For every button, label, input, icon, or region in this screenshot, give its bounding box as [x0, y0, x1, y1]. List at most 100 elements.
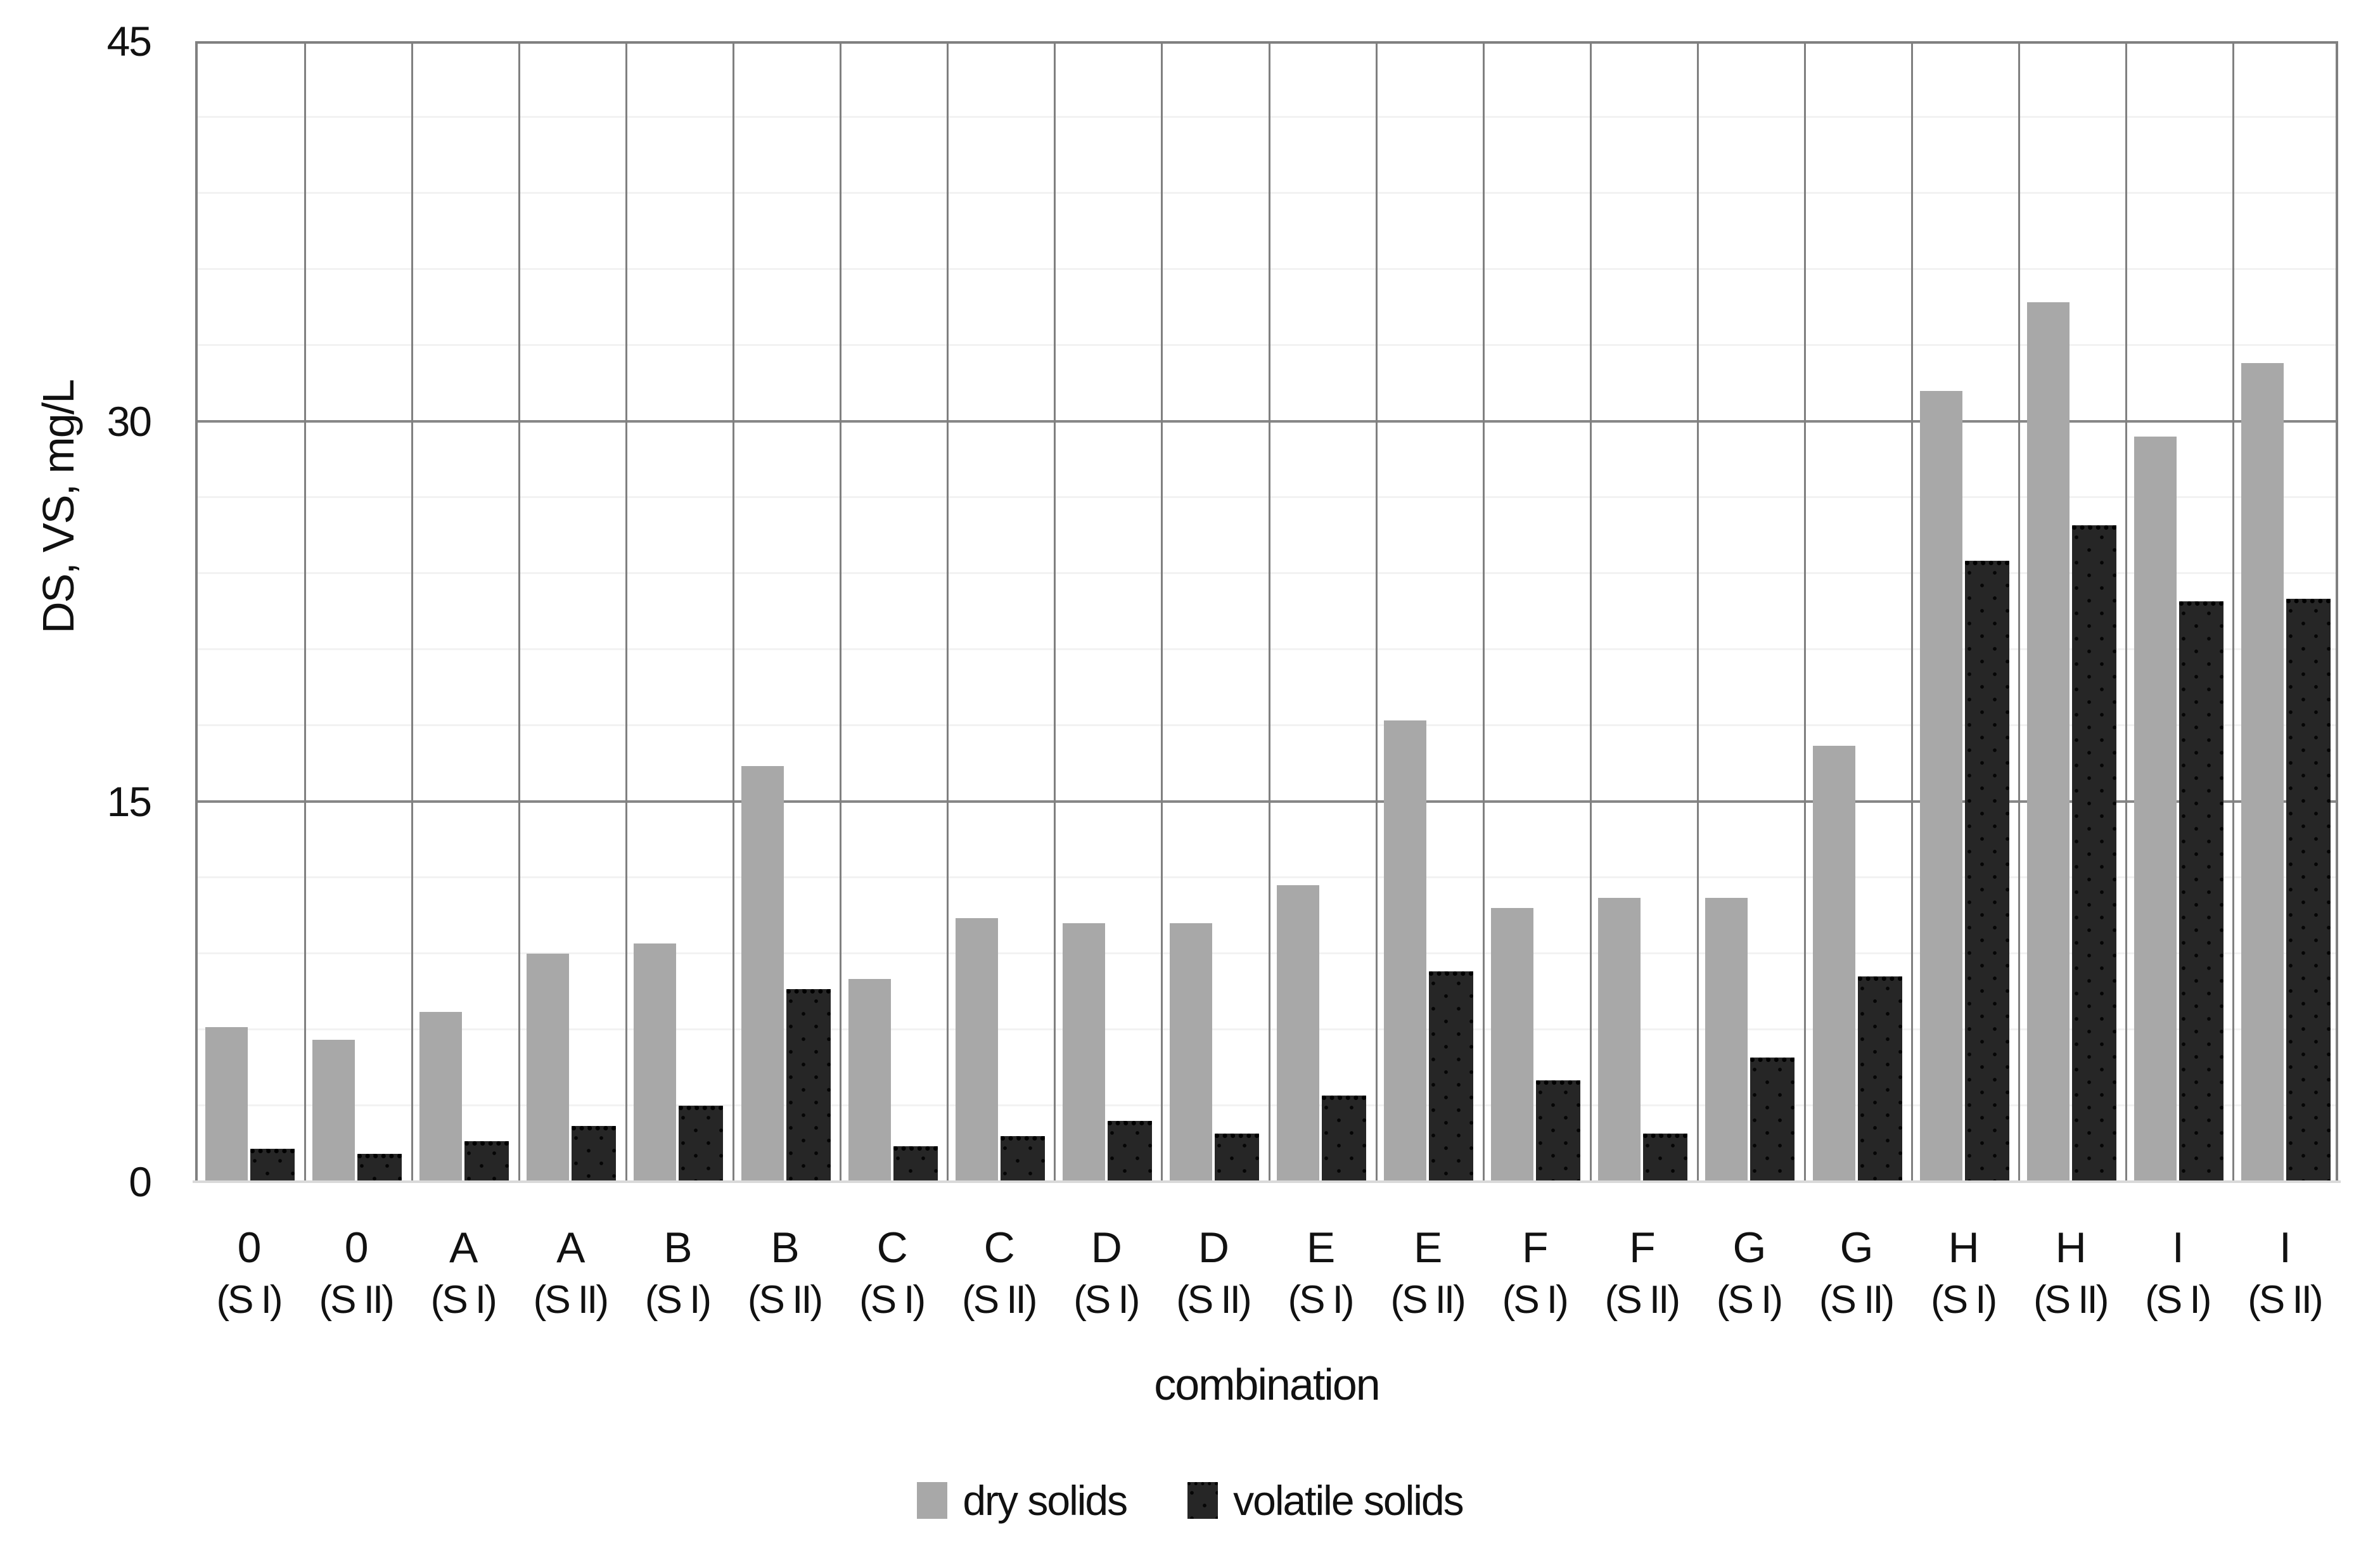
bar-dry-solids-DSII	[1169, 923, 1212, 1182]
category-separator	[1696, 44, 1699, 1182]
x-category-sample: (S I)	[1073, 1278, 1140, 1322]
bar-dry-solids-GSI	[1705, 898, 1748, 1182]
x-category-sample: (S I)	[859, 1278, 926, 1322]
minor-gridline-y42	[198, 116, 2336, 118]
x-category-sample: (S I)	[1716, 1278, 1783, 1322]
x-category-sample: (S II)	[747, 1278, 823, 1322]
y-axis-tick-labels: 0 15 30 45	[0, 20, 156, 1203]
legend-item-volatile-solids: volatile solids	[1187, 1476, 1464, 1525]
category-separator	[1268, 44, 1270, 1182]
minor-gridline-y3	[198, 1104, 2336, 1106]
category-separator	[1054, 44, 1056, 1182]
category-separator	[1804, 44, 1806, 1182]
x-category-sample: (S II)	[533, 1278, 609, 1322]
plot-area	[195, 41, 2338, 1182]
x-category-letter: B	[771, 1224, 799, 1272]
bar-volatile-solids-FSI	[1536, 1080, 1581, 1182]
category-separator	[2232, 44, 2235, 1182]
minor-gridline-y21	[198, 648, 2336, 650]
bar-dry-solids-FSII	[1598, 898, 1641, 1182]
major-gridline-y30	[198, 420, 2336, 423]
x-category-letter: D	[1091, 1224, 1122, 1272]
x-category-letter: C	[876, 1224, 908, 1272]
x-category-label-ESII: E (S II)	[1374, 1225, 1481, 1321]
category-separator	[625, 44, 627, 1182]
x-category-label-FSII: F (S II)	[1588, 1225, 1695, 1321]
bar-volatile-solids-CSII	[1000, 1136, 1045, 1182]
bar-volatile-solids-HSI	[1964, 561, 2009, 1182]
bar-volatile-solids-0SII	[357, 1154, 402, 1182]
category-separator	[947, 44, 949, 1182]
bar-volatile-solids-0SI	[250, 1149, 295, 1182]
y-tick-label-0: 0	[129, 1158, 152, 1205]
bar-dry-solids-0SII	[312, 1040, 355, 1182]
category-separator	[1911, 44, 1914, 1182]
bar-volatile-solids-ASI	[464, 1141, 509, 1182]
x-category-sample: (S II)	[1390, 1278, 1466, 1322]
bar-volatile-solids-FSII	[1643, 1134, 1688, 1182]
legend-label-volatile-solids: volatile solids	[1233, 1477, 1464, 1524]
major-gridline-y15	[198, 800, 2336, 803]
minor-gridline-y27	[198, 496, 2336, 498]
legend-swatch-volatile-solids	[1187, 1482, 1219, 1519]
bar-volatile-solids-CSI	[893, 1146, 938, 1182]
x-category-letter: E	[1306, 1224, 1335, 1272]
x-category-sample: (S II)	[962, 1278, 1037, 1322]
x-category-sample: (S I)	[2145, 1278, 2211, 1322]
x-category-letter: I	[2279, 1224, 2291, 1272]
x-category-letter: A	[449, 1224, 478, 1272]
x-category-letter: H	[1948, 1224, 1980, 1272]
x-category-sample: (S I)	[430, 1278, 497, 1322]
bar-volatile-solids-BSII	[786, 989, 831, 1182]
bar-volatile-solids-GSII	[1857, 976, 1902, 1182]
x-category-letter: G	[1839, 1224, 1874, 1272]
x-category-sample: (S II)	[1819, 1278, 1895, 1322]
x-category-label-ESI: E (S I)	[1267, 1225, 1374, 1321]
x-category-label-BSII: B (S II)	[731, 1225, 838, 1321]
bar-dry-solids-CSII	[955, 918, 998, 1182]
x-category-label-GSI: G (S I)	[1695, 1225, 1802, 1321]
x-category-label-CSI: C (S I)	[838, 1225, 945, 1321]
x-category-letter: G	[1732, 1224, 1766, 1272]
x-category-letter: F	[1629, 1224, 1656, 1272]
x-category-letter: A	[556, 1224, 585, 1272]
x-category-label-DSI: D (S I)	[1052, 1225, 1160, 1321]
bar-dry-solids-0SI	[205, 1027, 248, 1182]
bar-dry-solids-BSI	[634, 943, 677, 1182]
x-category-label-ASI: A (S I)	[409, 1225, 516, 1321]
bar-dry-solids-HSI	[1919, 391, 1962, 1182]
x-category-label-ISI: I (S I)	[2124, 1225, 2231, 1321]
category-separator	[1375, 44, 1378, 1182]
minor-gridline-y12	[198, 876, 2336, 878]
bar-volatile-solids-ISI	[2178, 601, 2223, 1182]
category-separator	[518, 44, 520, 1182]
category-separator	[304, 44, 306, 1182]
x-axis-category-labels: 0 (S I) 0 (S II) A (S I) A (S II) B (S I) B (S II) C…	[195, 1225, 2338, 1352]
bar-volatile-solids-GSI	[1750, 1058, 1795, 1182]
x-category-sample: (S II)	[1176, 1278, 1251, 1322]
bar-volatile-solids-ISII	[2286, 599, 2331, 1182]
legend-label-dry-solids: dry solids	[963, 1477, 1128, 1524]
x-category-letter: 0	[344, 1224, 369, 1272]
bar-dry-solids-BSII	[741, 766, 784, 1182]
y-tick-label-45: 45	[106, 18, 152, 65]
x-axis-title: combination	[1154, 1360, 1380, 1409]
bar-dry-solids-ESI	[1277, 885, 1319, 1182]
y-tick-label-15: 15	[106, 778, 152, 825]
x-category-label-DSII: D (S II)	[1160, 1225, 1267, 1321]
x-category-label-HSII: H (S II)	[2017, 1225, 2124, 1321]
x-category-letter: H	[2055, 1224, 2087, 1272]
category-separator	[2018, 44, 2021, 1182]
x-category-letter: C	[983, 1224, 1015, 1272]
category-separator	[1482, 44, 1485, 1182]
legend-swatch-dry-solids	[917, 1482, 948, 1519]
category-separator	[840, 44, 842, 1182]
minor-gridline-y24	[198, 572, 2336, 574]
x-category-label-ASII: A (S II)	[516, 1225, 624, 1321]
x-category-letter: 0	[237, 1224, 262, 1272]
x-category-letter: D	[1198, 1224, 1229, 1272]
x-category-sample: (S I)	[1502, 1278, 1569, 1322]
x-category-letter: E	[1413, 1224, 1442, 1272]
x-category-label-BSI: B (S I)	[624, 1225, 731, 1321]
